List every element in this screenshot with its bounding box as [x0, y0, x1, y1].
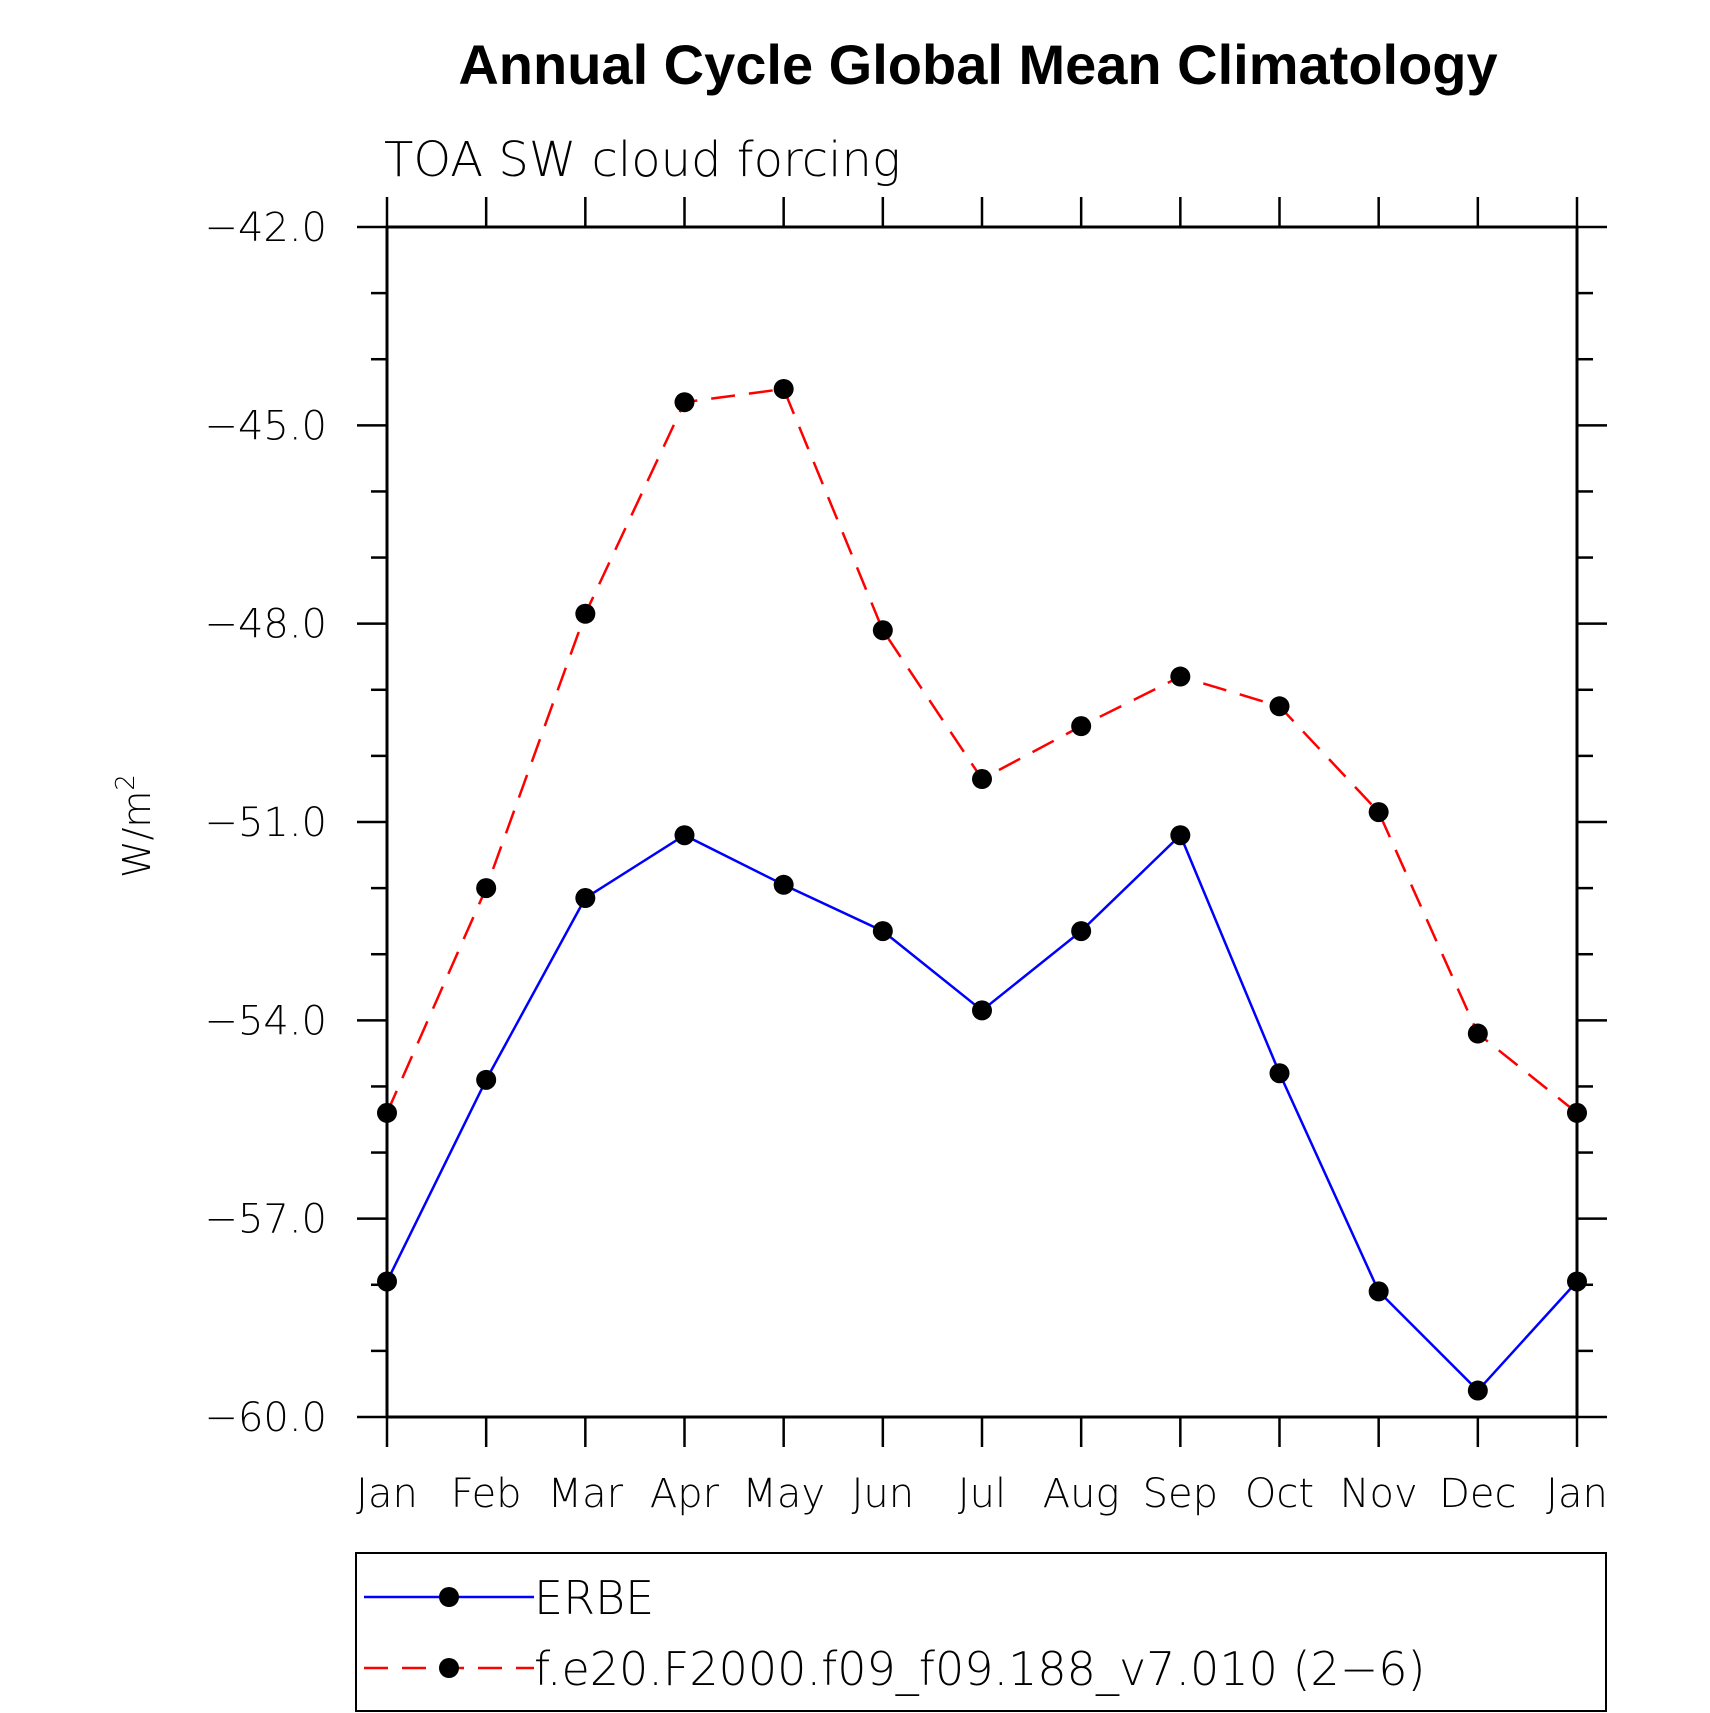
legend-marker-model	[439, 1658, 459, 1678]
y-tick-label: −45.0	[204, 403, 327, 449]
series-markers	[377, 378, 1587, 1401]
plot-frame	[385, 225, 1579, 1419]
y-tick-label: −54.0	[204, 998, 327, 1044]
data-point-series-0	[1170, 825, 1191, 846]
data-point-series-1	[1467, 1023, 1488, 1044]
y-axis-label-superscript: 2	[111, 774, 141, 791]
y-tick-label: −57.0	[204, 1197, 327, 1243]
y-axis-label-text: W/m	[115, 791, 159, 878]
y-axis-label: W/m2	[111, 774, 159, 878]
x-tick-label: Mar	[548, 1471, 624, 1517]
data-point-series-0	[1368, 1281, 1389, 1302]
data-point-series-1	[1170, 666, 1191, 687]
legend-marker-erbe	[439, 1587, 459, 1607]
data-point-series-1	[476, 878, 497, 899]
data-point-series-1	[773, 378, 794, 399]
y-tick-label: −60.0	[204, 1395, 327, 1441]
x-tick-label: Jun	[852, 1471, 915, 1517]
y-tick-label: −42.0	[204, 205, 327, 251]
x-tick-label: Aug	[1043, 1471, 1120, 1517]
series-lines	[385, 387, 1578, 1393]
chart-title: Annual Cycle Global Mean Climatology	[458, 33, 1497, 96]
data-point-series-1	[1368, 802, 1389, 823]
chart-subtitle: TOA SW cloud forcing	[384, 132, 901, 188]
data-point-series-1	[575, 603, 596, 624]
x-tick-label: May	[742, 1471, 825, 1517]
y-tick-label: −48.0	[204, 602, 327, 648]
data-point-series-1	[1269, 696, 1290, 717]
x-tick-label: Oct	[1245, 1471, 1314, 1517]
data-point-series-0	[872, 921, 893, 942]
data-point-series-0	[476, 1069, 497, 1090]
data-point-series-0	[972, 1000, 992, 1021]
data-point-series-1	[872, 620, 893, 641]
legend-label-model: f.e20.F2000.f09_f09.188_v7.010 (2−6)	[534, 1642, 1425, 1696]
data-point-series-0	[1467, 1380, 1488, 1401]
legend-box	[355, 1552, 1607, 1712]
series-line-0	[385, 833, 1578, 1393]
data-point-series-0	[674, 825, 695, 846]
data-point-series-0	[1269, 1063, 1290, 1084]
x-tick-label: Apr	[650, 1471, 720, 1517]
data-point-series-0	[575, 888, 596, 909]
data-point-series-1	[674, 392, 695, 413]
x-tick-label: Sep	[1143, 1471, 1218, 1517]
x-tick-label: Jan	[356, 1471, 418, 1517]
data-point-series-0	[773, 874, 794, 895]
data-point-series-1	[972, 769, 992, 790]
x-tick-label: Jan	[1546, 1471, 1608, 1517]
data-point-series-1	[377, 1102, 397, 1123]
data-point-series-0	[1071, 921, 1092, 942]
legend: ERBE f.e20.F2000.f09_f09.188_v7.010 (2−6…	[355, 1552, 1607, 1712]
legend-label-erbe: ERBE	[534, 1571, 654, 1625]
x-tick-label: Jul	[958, 1471, 1006, 1517]
data-point-series-1	[1567, 1102, 1587, 1123]
data-point-series-0	[1567, 1271, 1587, 1292]
x-tick-label: Nov	[1340, 1471, 1418, 1517]
data-point-series-1	[1071, 716, 1092, 737]
x-tick-label: Feb	[451, 1471, 522, 1517]
y-tick-label: −51.0	[204, 800, 327, 846]
axis-ticks: Jan Feb Mar Apr May Jun Jul Aug Sep Oct Nov Dec Jan−…	[204, 197, 1608, 1517]
data-point-series-0	[377, 1271, 397, 1292]
x-tick-label: Dec	[1439, 1471, 1516, 1517]
